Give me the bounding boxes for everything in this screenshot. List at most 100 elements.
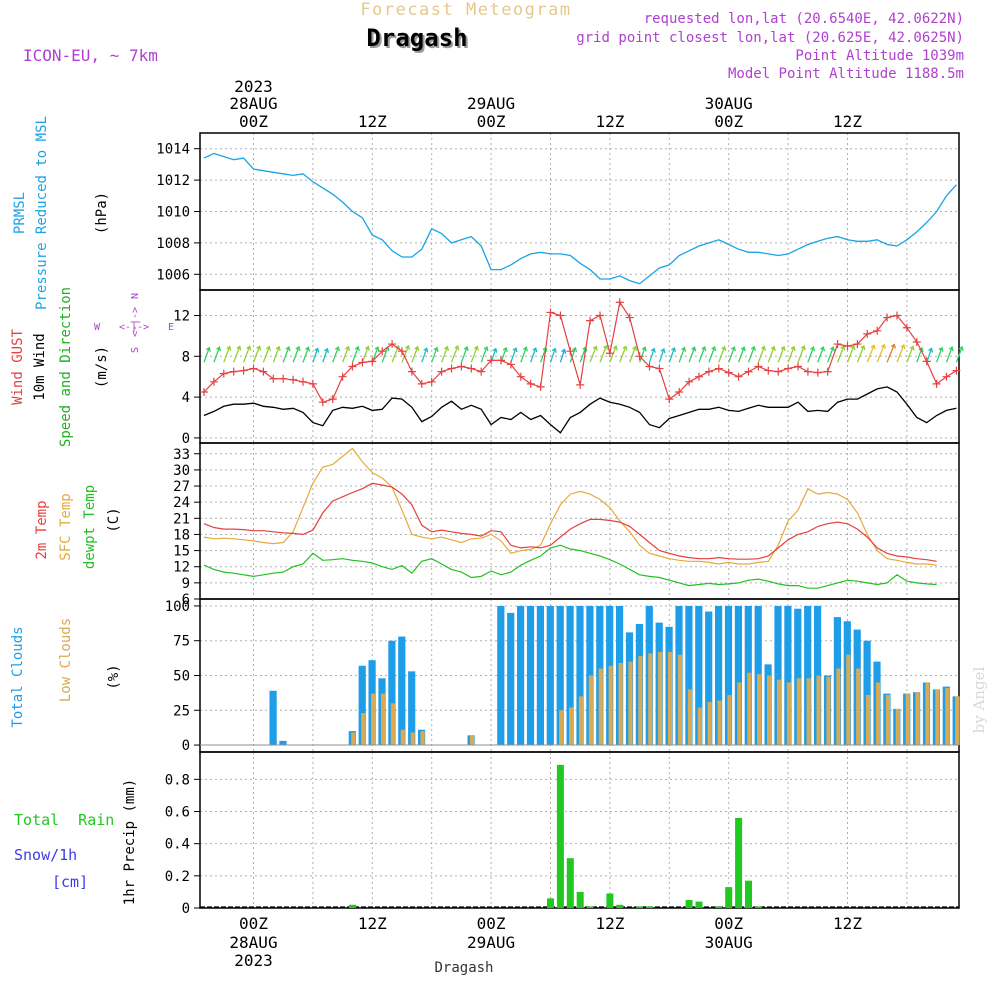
wind-arrow [302,347,310,363]
y-tick-label: 50 [173,669,190,685]
wind-arrow [896,344,905,363]
low-cloud-bar [915,692,920,746]
credit: by Angel [970,666,988,733]
wind-arrow-head [444,345,450,351]
wind-gust-marker [576,380,585,389]
wind-arrow [351,346,359,363]
wind-arrow [836,345,845,363]
wind-arrow-head [216,346,222,352]
wind-gust-marker [556,311,565,320]
wind-arrow-head [750,345,756,352]
wind-gust-marker [269,374,278,383]
y-tick-label: 1010 [156,205,190,221]
wind-arrow-head [354,345,360,352]
wind-arrow-head [551,347,557,353]
wind-gust-marker [754,362,763,371]
wind-arrow [312,348,319,363]
clouds-panel: 0 25 50 75 100 [165,598,960,754]
wind-arrow-head [810,346,816,352]
top-time-label: 00Z [477,112,506,131]
wind-arrow [421,348,428,363]
wind-arrow-head [820,346,826,352]
compass-s: S [130,347,141,353]
top-date-label: 29AUG [467,94,515,113]
low-cloud-bar [856,668,861,746]
y-tick-label: 30 [173,463,190,479]
wind-arrow-head [592,345,598,351]
wind-arrow-head [632,345,638,351]
wind-arrow [252,346,261,363]
wind-arrow [510,347,517,363]
wind-arrow-head [454,345,460,351]
wind-gust-marker [883,313,892,322]
wind-gust-marker [546,308,555,317]
precip-unit: 1hr Precip (mm) [122,779,138,905]
total-cloud-bar [279,740,287,746]
wind-gust-marker [685,377,694,386]
temp-sfc-label: SFC Temp [58,493,74,560]
wind-10m-label: 10m Wind [32,333,48,400]
total-cloud-bar [576,605,584,746]
top-time-label: 00Z [239,112,268,131]
point-altitude: Point Altitude 1039m [795,48,964,64]
y-tick-label: 18 [173,527,190,543]
model-label: ICON-EU, ~ 7km [23,46,158,65]
wind-arrow-head [671,346,677,353]
low-cloud-bar [875,682,881,746]
wind-arrow [599,345,608,363]
wind-gust-marker [932,379,941,388]
wind-arrow-head [691,346,697,352]
wind-arrow-head [561,348,567,354]
y-tick-label: 1012 [156,173,190,189]
low-cloud-bar [836,668,841,746]
wind-gust-marker [734,372,743,381]
wind-gust-marker [506,360,515,369]
rain-bar [576,891,584,908]
clouds-unit: (%) [106,664,122,689]
y-tick-label: 0 [182,901,190,917]
bottom-time-label: 12Z [358,914,387,933]
wind-arrow-head [305,346,311,352]
wind-arrow-head [364,345,370,351]
y-tick-label: 33 [173,447,190,463]
wind-arrow [955,346,963,363]
wind-arrow-head [958,345,964,352]
wind-gust-marker [695,372,703,381]
temperature-panel-labels: 2m Temp SFC Temp dewpt Temp (C) [34,485,122,569]
wind-arrow [638,347,646,363]
wind-gust-marker [338,372,347,381]
wind-gust-marker [289,375,298,384]
wind-arrow-head [295,345,301,352]
bottom-time-label: 00Z [477,914,506,933]
low-cloud-bar [677,654,683,746]
compass-ew-arrow: <-|-> [119,322,149,333]
total-cloud-bar [566,605,574,746]
wind-arrow-head [938,346,944,352]
low-cloud-bar [608,665,613,746]
wind-gust-marker [833,340,842,349]
low-cloud-bar [806,678,811,746]
dewpt-line [203,544,937,589]
wind-arrow-head [502,346,508,353]
rain-bar [685,899,693,908]
total-cloud-bar [794,608,802,746]
wind-arrow [579,347,587,363]
requested-coordinates: requested lon,lat (20.6540E, 42.0622N) [644,11,964,27]
wind-arrow-head [650,347,656,353]
wind-arrow [411,346,419,363]
low-cloud-bar [895,708,900,746]
wind-gust-marker [427,377,436,386]
total-cloud-bar [358,665,366,746]
wind-arrow [708,346,716,363]
rain-bar [556,764,564,908]
bottom-year-label: 2023 [234,951,273,970]
bottom-date-label: 28AUG [229,933,277,952]
low-cloud-bar [410,732,415,746]
total-cloud-bar [526,605,535,746]
grid-point-coordinates: grid point closest lon,lat (20.625E, 42.… [576,30,964,46]
wind-arrow-head [721,345,727,351]
wind-arrow [569,347,577,363]
low-cloud-bar [371,693,376,746]
y-tick-label: 100 [165,599,190,615]
wind-arrow [341,346,350,363]
